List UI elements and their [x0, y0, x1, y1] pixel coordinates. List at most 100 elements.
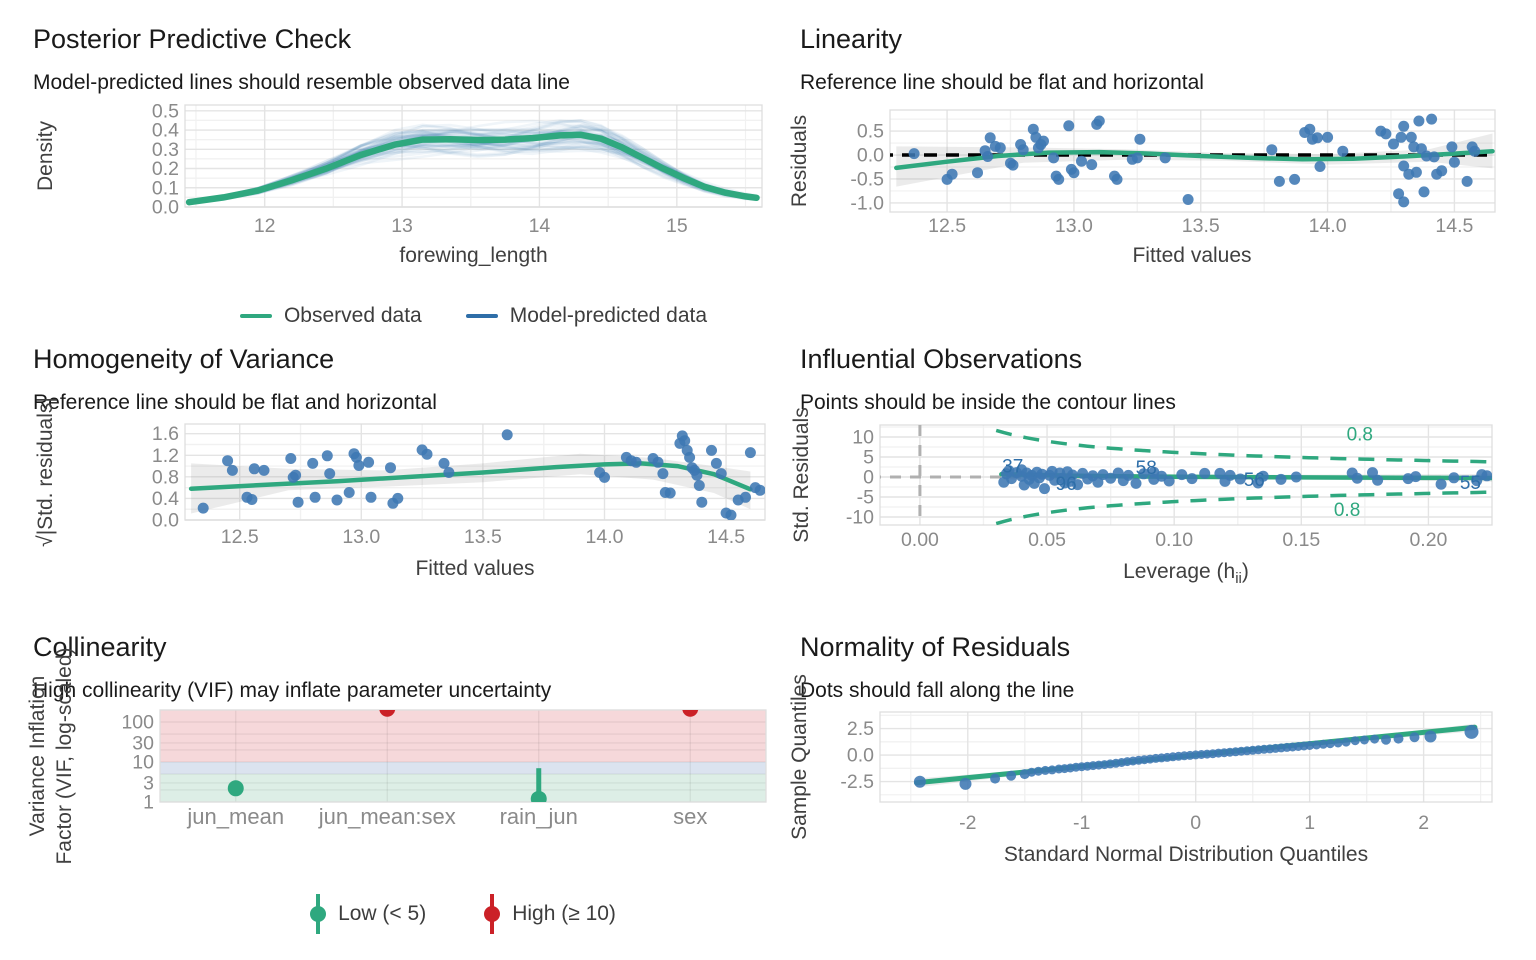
data-point	[1350, 736, 1360, 746]
y-tick-label: 2.5	[847, 718, 874, 740]
x-tick-label: rain_jun	[500, 804, 578, 829]
data-point	[1111, 173, 1123, 185]
data-point	[1393, 733, 1404, 744]
data-point	[1405, 131, 1417, 143]
y-axis-title-line1: Variance Inflation	[26, 676, 49, 837]
data-point	[1410, 471, 1422, 483]
data-point	[1436, 165, 1448, 177]
data-point	[630, 456, 642, 468]
data-point	[1093, 115, 1105, 127]
panel-title-collinearity: Collinearity	[33, 632, 167, 662]
data-point	[1333, 738, 1343, 748]
x-axis-title: Fitted values	[1132, 244, 1251, 267]
data-point	[1461, 175, 1473, 187]
x-tick-label: sex	[673, 804, 707, 829]
y-tick-label: 0.0	[152, 510, 179, 532]
panel-plot-homogeneity: 12.5 13.0 13.5 14.0 14.5 0.00.40.81.21.6 Fitte…	[34, 397, 766, 580]
vif-point	[530, 790, 547, 802]
data-point	[324, 468, 336, 480]
x-tick-label: 1	[1304, 812, 1315, 834]
data-point	[1290, 471, 1302, 483]
data-point	[1086, 159, 1098, 171]
data-point	[1182, 194, 1194, 205]
data-point	[1130, 477, 1142, 489]
data-point	[258, 464, 270, 476]
data-point	[684, 451, 696, 463]
data-point	[1337, 145, 1349, 157]
data-point	[725, 509, 737, 520]
data-point	[599, 471, 610, 483]
y-tick-label: 30	[132, 732, 154, 754]
plot-area	[185, 105, 762, 207]
data-layer	[890, 113, 1495, 208]
legend-item-predicted: Model-predicted data	[465, 304, 707, 328]
x-tick-label: 12.5	[928, 215, 966, 237]
data-point	[1418, 186, 1430, 198]
legend-item-high-vif: High (≥ 10)	[484, 888, 616, 940]
data-point	[1214, 467, 1226, 479]
x-tick-label: 0.15	[1282, 529, 1320, 551]
y-tick-label: 0.4	[152, 120, 179, 142]
data-point	[197, 502, 209, 514]
x-tick-label: 13.0	[1055, 215, 1093, 237]
x-tick-label: 14.5	[707, 526, 745, 548]
vif-band	[160, 710, 766, 762]
data-point	[1325, 739, 1335, 749]
x-tick-label: -2	[959, 812, 976, 834]
x-tick-label: 14	[529, 215, 551, 237]
data-point	[696, 496, 708, 508]
panel-plot-collinearity: jun_mean jun_mean:sex rain_jun sex 100301031…	[26, 647, 767, 865]
data-point	[331, 494, 343, 506]
panel-title-homogeneity: Homogeneity of Variance	[33, 344, 335, 374]
outlier-label: 37	[1002, 457, 1023, 478]
data-point	[1410, 166, 1422, 178]
data-point	[740, 491, 751, 503]
outlier-label: 56	[1244, 470, 1265, 491]
legend-label: High (≥ 10)	[512, 902, 616, 925]
data-point	[1304, 123, 1316, 135]
data-point	[994, 142, 1006, 154]
data-point	[990, 773, 1001, 784]
data-point	[982, 151, 994, 162]
contour-label: 0.8	[1347, 425, 1373, 446]
data-point	[959, 777, 972, 790]
observed-density-line	[185, 131, 760, 206]
y-axis-title: Residuals	[788, 115, 811, 207]
data-layer	[880, 425, 1492, 525]
x-tick-label: 13.5	[1182, 215, 1220, 237]
legend-label: Low (< 5)	[338, 902, 427, 925]
data-point	[913, 775, 926, 788]
data-point	[363, 456, 375, 468]
y-tick-label: 0.3	[152, 139, 179, 161]
data-point	[246, 494, 258, 505]
panel-subtitle-influential: Points should be inside the contour line…	[800, 391, 1176, 414]
data-point	[1048, 152, 1060, 164]
data-point	[1426, 113, 1438, 125]
data-point	[248, 463, 260, 475]
data-point	[679, 435, 691, 447]
x-tick-label: jun_mean	[186, 804, 284, 829]
y-tick-label: 5	[863, 447, 874, 469]
data-point	[1424, 730, 1437, 743]
panel-title-linearity: Linearity	[800, 24, 903, 54]
data-point	[946, 168, 958, 180]
x-tick-label: 12	[254, 215, 276, 237]
data-point	[1068, 167, 1080, 179]
data-point	[290, 469, 302, 481]
data-point	[1341, 737, 1351, 747]
panel-subtitle-qq: Dots should fall along the line	[800, 679, 1075, 702]
data-point	[1428, 151, 1440, 163]
y-axis-title: Sample Quantiles	[788, 674, 811, 840]
y-tick-label: 0.0	[152, 197, 179, 219]
x-tick-label: 14.0	[1309, 215, 1347, 237]
y-tick-label: 1.2	[152, 445, 179, 467]
y-axis-title-line2: Factor (VIF, log-scaled)	[53, 647, 76, 864]
y-tick-label: 0.0	[857, 145, 884, 167]
x-tick-label: 14.5	[1435, 215, 1473, 237]
data-point	[1234, 473, 1246, 485]
data-point	[754, 484, 765, 496]
y-tick-label: 1.6	[152, 423, 179, 445]
data-point	[1131, 152, 1143, 164]
data-point	[392, 492, 404, 504]
y-tick-label: 0.8	[152, 466, 179, 488]
